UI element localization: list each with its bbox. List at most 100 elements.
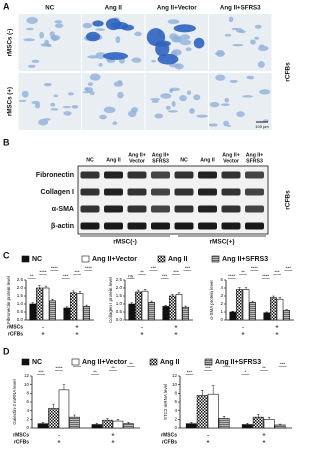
error-bar — [130, 302, 133, 304]
error-bar — [265, 311, 268, 313]
panel-label: C — [3, 250, 10, 260]
significance: ** — [262, 366, 266, 371]
bar — [70, 292, 77, 321]
error-bar — [38, 285, 41, 288]
cell — [154, 113, 164, 119]
bar — [123, 423, 134, 429]
cell — [89, 91, 95, 96]
column-header: Ang II+Vector — [157, 5, 197, 12]
lane-header: Ang II+ — [246, 152, 263, 158]
legend-swatch — [21, 255, 30, 263]
row-label: rMSCs (+) — [7, 87, 14, 116]
x-row-label: rMSCs — [161, 432, 177, 438]
error-bar — [238, 287, 241, 290]
cell — [186, 90, 192, 95]
cell — [167, 110, 178, 113]
cell — [50, 35, 61, 41]
cell — [85, 87, 94, 92]
y-tick-label: 0.5 — [116, 309, 123, 314]
significance: **** — [262, 274, 269, 279]
column-header: NC — [45, 5, 54, 12]
error-bar — [51, 298, 54, 301]
stained-cell — [92, 20, 104, 27]
cell — [131, 57, 142, 63]
cell — [257, 45, 269, 52]
lane-header: NC — [86, 157, 94, 163]
bar — [169, 295, 176, 321]
cell — [134, 31, 142, 37]
cell — [248, 75, 254, 80]
cell — [262, 119, 269, 123]
error-bar — [127, 422, 130, 424]
blot-band — [198, 205, 217, 213]
blot-band — [245, 171, 264, 179]
bar — [36, 287, 43, 321]
x-row-label: rCFBs — [8, 331, 23, 337]
error-bar — [251, 300, 254, 303]
figure: A NC Ang II Ang II+Vector Ang II+SFRS3 rMSCs … — [3, 1, 294, 445]
cell — [99, 114, 107, 120]
blot-band — [80, 171, 100, 179]
cell — [67, 92, 74, 96]
error-bar — [85, 304, 88, 307]
panel-label: A — [3, 1, 10, 11]
blot-row-label: Fibronectin — [36, 172, 74, 179]
y-tick-label: 0 — [26, 425, 29, 430]
error-bar — [41, 422, 45, 424]
blot-band — [151, 188, 170, 196]
cell — [26, 27, 34, 31]
cell — [254, 36, 260, 40]
blot-band — [174, 205, 194, 213]
y-tick-label: 1.0 — [17, 301, 24, 306]
y-tick-label: 2 — [26, 417, 29, 422]
x-row-value: - — [141, 324, 143, 330]
y-tick-label: 0.0 — [116, 317, 123, 322]
cell — [89, 73, 101, 81]
bar — [128, 303, 136, 321]
significance: **** — [251, 266, 258, 271]
legend-swatch — [204, 358, 213, 366]
blot-band — [221, 222, 241, 230]
error-bar — [164, 305, 167, 307]
y-tick-label: 2.0 — [17, 285, 24, 290]
x-row-value: - — [242, 324, 244, 330]
lane-header: SFRS3 — [246, 158, 263, 164]
cell — [150, 98, 161, 101]
stained-cell — [155, 41, 170, 57]
bar — [48, 408, 59, 429]
significance: *** — [173, 270, 179, 275]
y-tick-label: 6 — [174, 399, 177, 404]
lane-header: Ang II — [200, 157, 215, 163]
bar — [196, 395, 208, 429]
blot-band — [127, 171, 147, 179]
cell — [39, 31, 44, 39]
cell — [50, 108, 59, 111]
significance: **** — [39, 270, 46, 275]
error-bar — [211, 385, 215, 395]
x-row-value: + — [206, 439, 209, 445]
cell — [185, 47, 192, 52]
significance: ** — [93, 370, 97, 375]
y-axis-label: Fibronectin protein level — [6, 276, 11, 324]
stained-cell — [111, 21, 129, 30]
cell — [196, 114, 208, 118]
cell — [179, 39, 192, 46]
blot-band — [198, 188, 217, 196]
blot-band — [104, 222, 123, 230]
error-bar — [231, 310, 234, 312]
error-bar — [95, 422, 99, 425]
cell — [112, 121, 118, 126]
legend-label: Ang II+Vector — [82, 359, 127, 366]
error-bar — [201, 390, 204, 396]
cell — [98, 62, 103, 67]
y-tick-label: 3 — [220, 293, 223, 298]
bar — [207, 393, 219, 429]
cell — [26, 17, 38, 24]
x-row-value: - — [42, 324, 44, 330]
cell — [257, 61, 265, 68]
y-tick-label: 6 — [26, 399, 29, 404]
blot-row-label: α-SMA — [52, 206, 74, 213]
error-bar — [137, 289, 140, 292]
x-row-value: + — [174, 331, 177, 337]
